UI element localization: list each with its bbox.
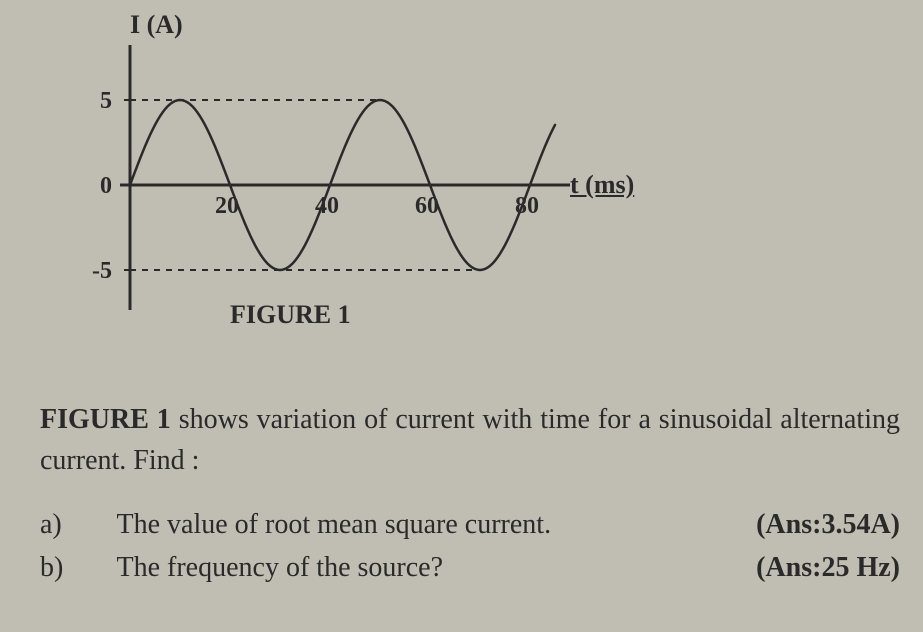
question-a-answer: (Ans:3.54A): [756, 505, 900, 544]
prompt-text: FIGURE 1 shows variation of current with…: [40, 400, 900, 481]
y-axis-label: I (A): [130, 10, 183, 40]
x-tick-80: 80: [515, 193, 539, 220]
prompt-figure-ref: FIGURE 1: [40, 404, 171, 435]
x-tick-60: 60: [415, 193, 439, 220]
page: I (A) 5 0 -5 20 40 60 80 t (ms) FIGURE 1…: [0, 0, 923, 632]
figure-area: I (A) 5 0 -5 20 40 60 80 t (ms) FIGURE 1: [80, 10, 720, 370]
y-tick-5: 5: [100, 88, 112, 115]
x-tick-20: 20: [215, 193, 239, 220]
question-a-label: a): [40, 505, 110, 544]
question-b-label: b): [40, 548, 110, 587]
question-a: a) The value of root mean square current…: [40, 505, 900, 544]
x-axis-label: t (ms): [570, 170, 634, 200]
question-a-text: The value of root mean square current.: [117, 509, 552, 540]
figure-caption: FIGURE 1: [230, 300, 351, 330]
y-tick-neg5: -5: [92, 258, 112, 285]
x-tick-40: 40: [315, 193, 339, 220]
y-tick-0: 0: [100, 173, 112, 200]
question-b-answer: (Ans:25 Hz): [756, 548, 900, 587]
question-b-text: The frequency of the source?: [117, 552, 444, 583]
question-b: b) The frequency of the source? (Ans:25 …: [40, 548, 900, 587]
